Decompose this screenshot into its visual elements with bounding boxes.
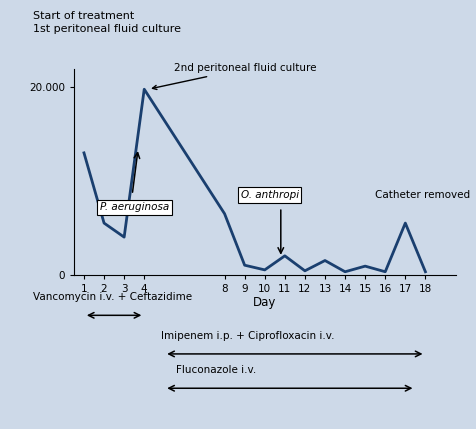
- Text: Vancomycin i.v. + Ceftazidime: Vancomycin i.v. + Ceftazidime: [33, 293, 192, 302]
- Text: Fluconazole i.v.: Fluconazole i.v.: [176, 366, 256, 375]
- Text: O. anthropi: O. anthropi: [240, 190, 298, 200]
- Text: 1st peritoneal fluid culture: 1st peritoneal fluid culture: [33, 24, 181, 33]
- Text: P. aeruginosa: P. aeruginosa: [100, 202, 169, 212]
- Text: Imipenem i.p. + Ciprofloxacin i.v.: Imipenem i.p. + Ciprofloxacin i.v.: [161, 331, 334, 341]
- X-axis label: Day: Day: [252, 296, 276, 309]
- Text: Start of treatment: Start of treatment: [33, 11, 134, 21]
- Text: Catheter removed: Catheter removed: [375, 190, 469, 200]
- Text: 2nd peritoneal fluid culture: 2nd peritoneal fluid culture: [152, 63, 316, 90]
